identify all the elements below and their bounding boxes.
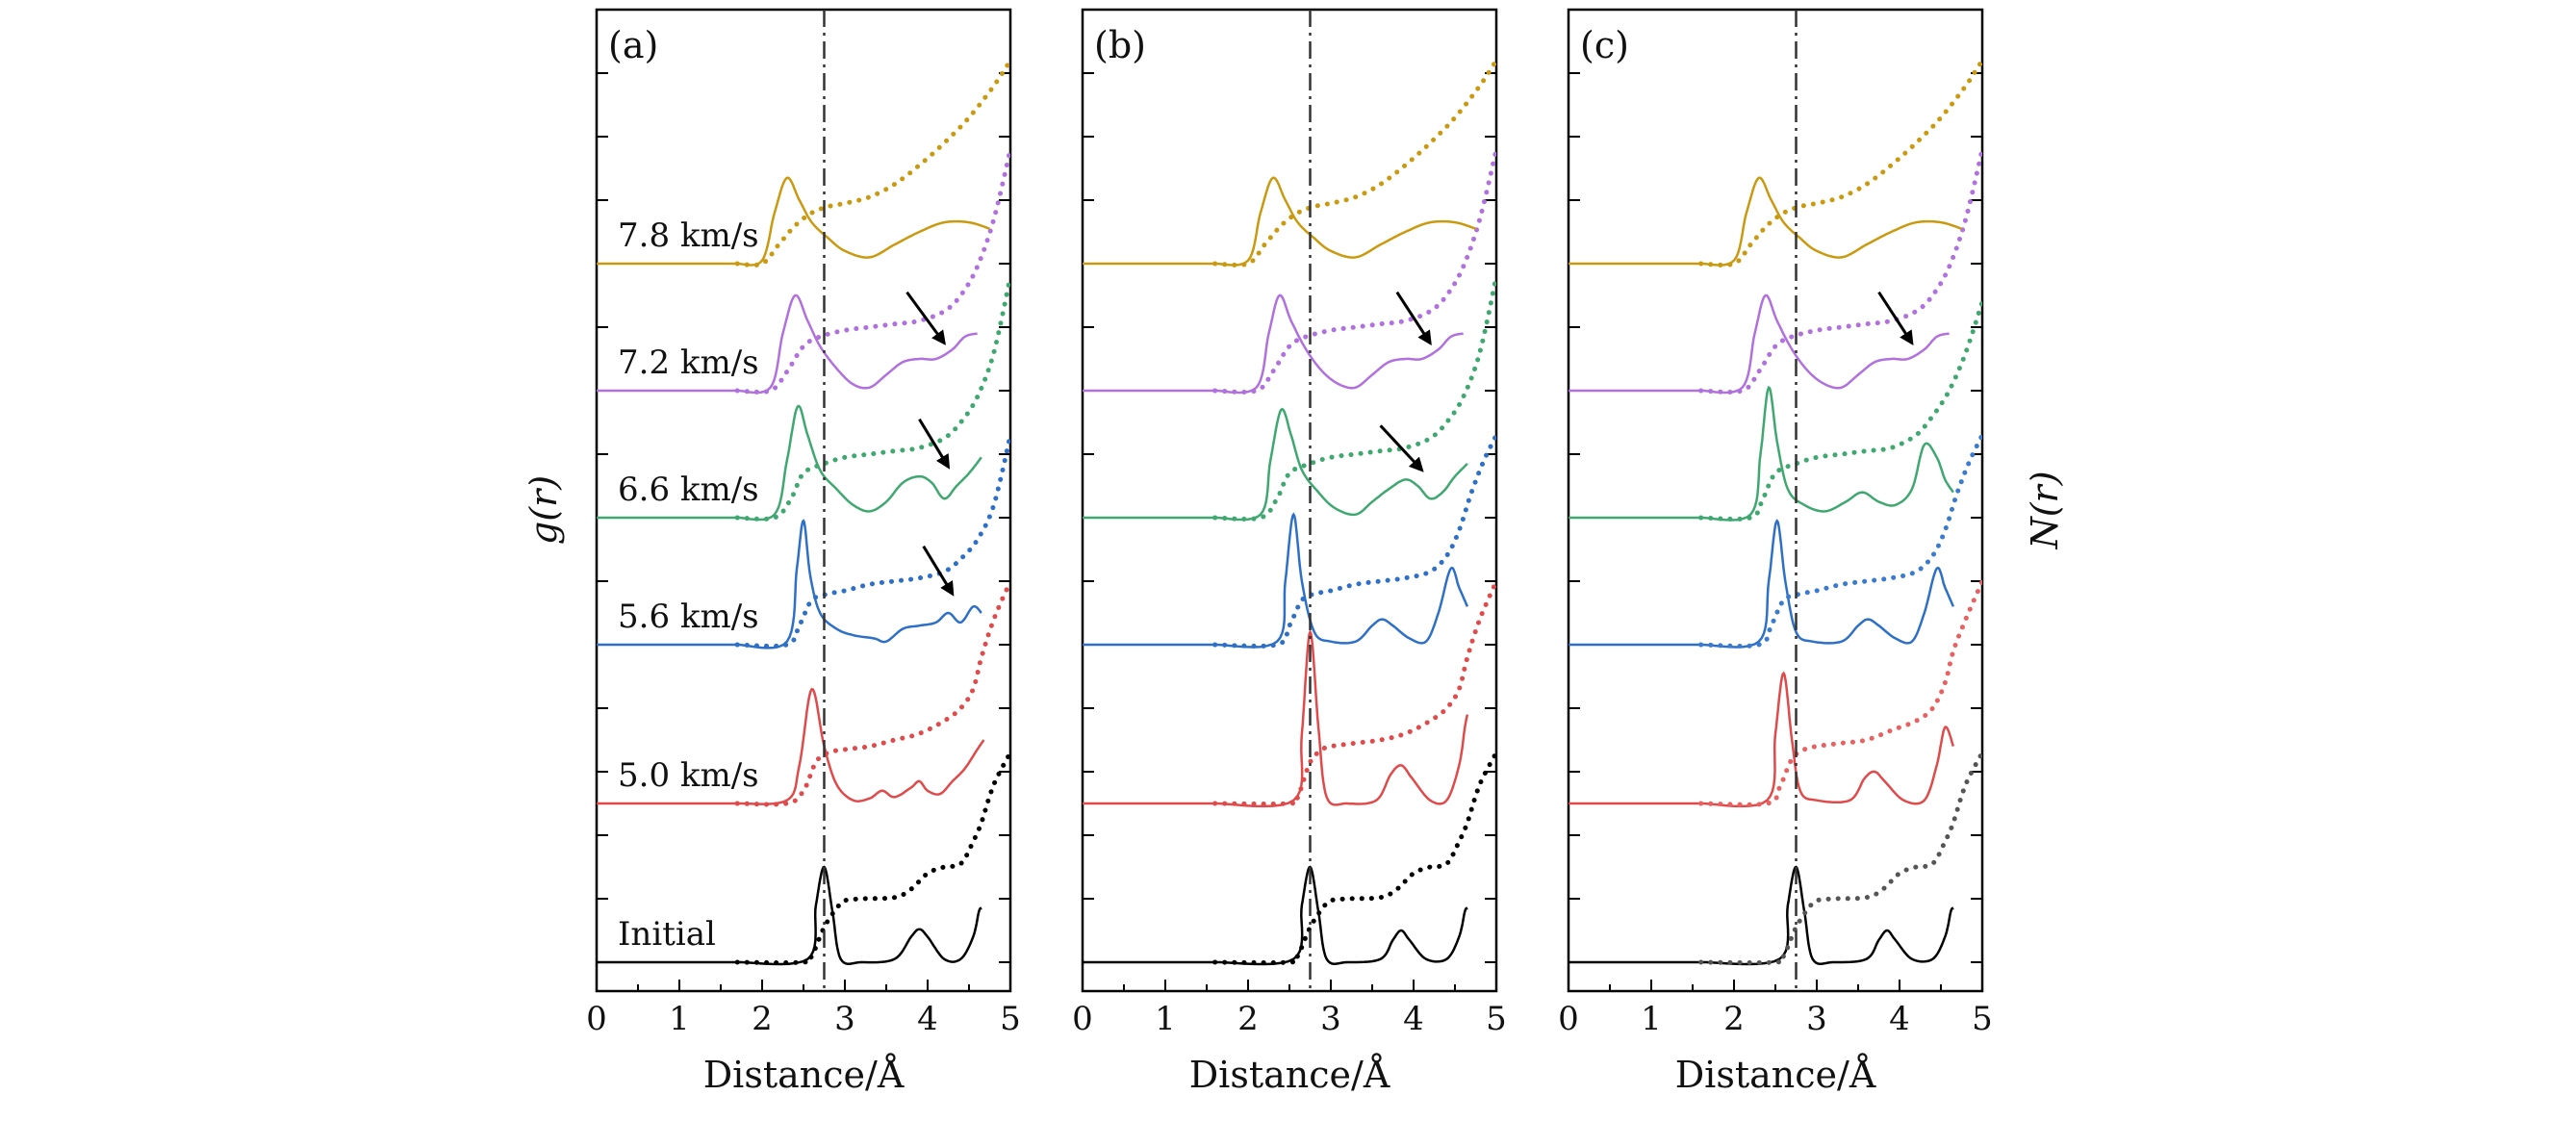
g-curve — [1214, 512, 1469, 649]
x-tick-label: 0 — [586, 1000, 607, 1038]
n-curve — [1698, 578, 1982, 807]
x-tick-label: 4 — [1403, 1000, 1424, 1038]
x-tick-label: 3 — [1806, 1000, 1827, 1038]
n-curve — [1212, 750, 1496, 965]
curve-label: 6.6 km/s — [618, 471, 759, 509]
x-axis-title: Distance/Å — [703, 1054, 905, 1096]
x-axis-title: Distance/Å — [1189, 1054, 1390, 1096]
right-y-axis-title: N(r) — [2024, 471, 2066, 549]
annotation-arrow — [922, 545, 955, 597]
curve-label: 5.6 km/s — [618, 598, 759, 636]
g-curve — [737, 865, 982, 966]
panel-plot-area — [1083, 58, 1496, 966]
g-curve — [1700, 176, 1962, 267]
g-curve — [737, 519, 982, 650]
panel-plot-area — [1569, 58, 1982, 966]
n-curve — [1698, 146, 1982, 395]
g-curve — [1214, 407, 1468, 522]
panel-plot-area — [597, 58, 1010, 966]
g-curve — [1700, 671, 1955, 808]
x-tick-label: 2 — [1723, 1000, 1745, 1038]
curve-label: 5.0 km/s — [618, 756, 759, 795]
n-curve — [734, 578, 1010, 807]
x-tick-label: 5 — [1000, 1000, 1021, 1038]
n-curve — [734, 273, 1010, 522]
panel-tag: (c) — [1580, 24, 1629, 66]
n-curve — [734, 58, 1010, 268]
n-curve — [1212, 432, 1496, 650]
annotation-arrow — [1379, 424, 1424, 472]
g-curve — [1214, 628, 1469, 808]
g-curve — [737, 404, 982, 522]
curve-label: 7.8 km/s — [618, 217, 759, 255]
x-tick-label: 5 — [1486, 1000, 1507, 1038]
annotation-arrow — [905, 291, 946, 345]
g-curve — [1700, 519, 1955, 649]
g-curve — [1700, 385, 1954, 522]
panels: 0 1 2 3 4 5 Distance/Å (a) 7.8 km/s 7.2 km/s 6.6 k… — [586, 8, 1993, 1096]
n-curve — [734, 432, 1010, 650]
panel-2: 0 1 2 3 4 5 Distance/Å (b) — [1072, 8, 1507, 1096]
panel-1: 0 1 2 3 4 5 Distance/Å (a) 7.8 km/s 7.2 km/s 6.6 k… — [586, 8, 1021, 1096]
g-curve — [1214, 865, 1468, 966]
n-curve — [1698, 750, 1982, 965]
g-curve — [737, 687, 985, 805]
g-curve — [737, 176, 990, 267]
left-y-axis-title: g(r) — [523, 475, 565, 545]
g-curve — [1700, 293, 1950, 395]
n-curve — [1212, 578, 1496, 806]
curve-label: Initial — [618, 915, 716, 954]
x-tick-label: 2 — [752, 1000, 773, 1038]
x-tick-label: 0 — [1558, 1000, 1579, 1038]
x-tick-label: 1 — [1155, 1000, 1176, 1038]
panel-3: 0 1 2 3 4 5 Distance/Å (c) — [1558, 8, 1993, 1096]
x-tick-label: 3 — [834, 1000, 855, 1038]
x-tick-label: 3 — [1320, 1000, 1341, 1038]
annotation-arrow — [1877, 291, 1914, 346]
annotation-arrow — [918, 418, 951, 470]
n-curve — [734, 750, 1010, 965]
x-tick-label: 4 — [1889, 1000, 1910, 1038]
n-curve — [1212, 273, 1496, 522]
x-tick-label: 1 — [1641, 1000, 1662, 1038]
x-tick-label: 5 — [1972, 1000, 1993, 1038]
x-tick-label: 4 — [917, 1000, 938, 1038]
panel-frame — [1567, 8, 1984, 993]
n-curve — [1698, 432, 1982, 650]
n-curve — [1698, 299, 1982, 522]
x-tick-label: 0 — [1072, 1000, 1093, 1038]
annotation-arrow — [1395, 291, 1432, 346]
g-curve — [1214, 293, 1464, 395]
g-curve — [737, 293, 978, 395]
x-tick-label: 1 — [669, 1000, 690, 1038]
panel-frame — [1081, 8, 1498, 993]
n-curve — [1212, 146, 1496, 395]
g-curve — [1214, 176, 1476, 267]
x-tick-label: 2 — [1237, 1000, 1259, 1038]
x-axis-title: Distance/Å — [1675, 1054, 1876, 1096]
curve-label: 7.2 km/s — [618, 344, 759, 382]
panel-tag: (a) — [608, 24, 658, 66]
panel-tag: (b) — [1094, 24, 1146, 66]
g-curve — [1700, 865, 1954, 966]
